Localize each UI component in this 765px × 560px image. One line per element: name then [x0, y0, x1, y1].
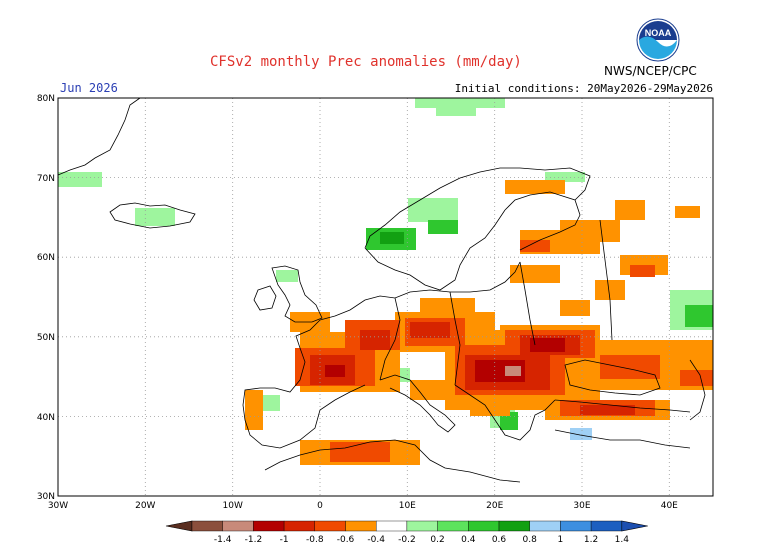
- colorbar-label: 1.4: [615, 535, 630, 545]
- colorbar-min-arrow: [165, 520, 193, 532]
- lat-axis: 80N 70N 60N 50N 40N 30N: [37, 94, 55, 502]
- initial-conditions: Initial conditions: 20May2026-29May2026: [454, 82, 713, 95]
- lon-label: 0: [317, 501, 323, 511]
- lon-label: 10W: [223, 501, 243, 511]
- lat-label: 30N: [37, 492, 55, 502]
- colorbar-swatch: [222, 520, 254, 532]
- colorbar-label: -0.2: [398, 535, 416, 545]
- coastlines: [57, 97, 706, 483]
- colorbar-label: -1.4: [214, 535, 232, 545]
- colorbar-label: -0.6: [337, 535, 355, 545]
- lat-label: 50N: [37, 333, 55, 343]
- lon-label: 20W: [135, 501, 155, 511]
- lat-label: 70N: [37, 174, 55, 184]
- map-frame: [57, 97, 714, 497]
- colorbar-swatch: [283, 520, 316, 532]
- colorbar-label: -1: [280, 535, 289, 545]
- colorbar-swatch: [529, 520, 561, 532]
- colorbar-label: 0.4: [461, 535, 476, 545]
- lon-axis: 30W 20W 10W 0 10E 20E 30E 40E: [48, 501, 678, 511]
- lon-label: 30W: [48, 501, 68, 511]
- colorbar-swatch: [590, 520, 622, 532]
- colorbar-label: 1: [558, 535, 564, 545]
- lat-label: 60N: [37, 253, 55, 263]
- colorbar-swatch: [468, 520, 500, 532]
- colorbar-swatch: [253, 520, 285, 532]
- colorbar-swatch: [498, 520, 530, 532]
- colorbar-label: 0.6: [492, 535, 507, 545]
- agency-label: NWS/NCEP/CPC: [604, 64, 697, 78]
- colorbar-swatch: [376, 520, 408, 532]
- noaa-logo-icon: NOAA: [636, 18, 680, 62]
- lon-label: 30E: [573, 501, 590, 511]
- colorbar-swatch: [314, 520, 346, 532]
- forecast-month: Jun 2026: [60, 81, 118, 95]
- map-title: CFSv2 monthly Prec anomalies (mm/day): [210, 54, 522, 70]
- colorbar-swatch: [437, 520, 469, 532]
- logo-text: NOAA: [645, 28, 672, 38]
- colorbar-swatch: [345, 520, 377, 532]
- colorbar: -1.4 -1.2 -1 -0.8 -0.6 -0.4 -0.2 0.2 0.4 0.6 0.8 1 1…: [165, 520, 648, 545]
- colorbar-label: 0.8: [523, 535, 538, 545]
- colorbar-swatch: [406, 520, 438, 532]
- colorbar-label: 0.2: [430, 535, 444, 545]
- lon-label: 40E: [661, 501, 678, 511]
- colorbar-label: -1.2: [245, 535, 263, 545]
- colorbar-label: -0.8: [306, 535, 324, 545]
- colorbar-swatch: [191, 520, 223, 532]
- colorbar-max-arrow: [621, 520, 648, 532]
- colorbar-label: -0.4: [367, 535, 385, 545]
- lat-label: 80N: [37, 94, 55, 104]
- lon-label: 20E: [486, 501, 503, 511]
- lon-label: 10E: [399, 501, 416, 511]
- anomaly-layer: [58, 98, 713, 465]
- lat-label: 40N: [37, 413, 55, 423]
- colorbar-swatch: [560, 520, 592, 532]
- colorbar-label: 1.2: [584, 535, 598, 545]
